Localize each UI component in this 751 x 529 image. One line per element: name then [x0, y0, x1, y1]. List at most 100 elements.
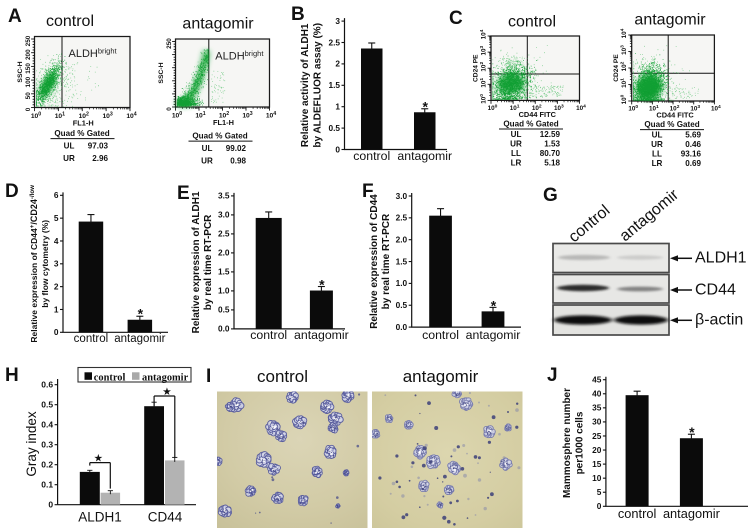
svg-text:1.5: 1.5: [396, 256, 408, 266]
svg-text:★: ★: [162, 386, 172, 398]
svg-text:★: ★: [94, 453, 104, 465]
svg-text:Quad % Gated: Quad % Gated: [192, 132, 247, 141]
svg-text:101: 101: [195, 111, 205, 120]
svg-text:UL: UL: [652, 131, 663, 140]
svg-text:1.5: 1.5: [218, 267, 230, 277]
svg-text:*: *: [138, 306, 144, 322]
svg-text:CD24 PE: CD24 PE: [613, 54, 620, 82]
svg-text:0.0: 0.0: [218, 324, 230, 334]
svg-text:Relative activity of ALDH1: Relative activity of ALDH1: [300, 23, 311, 147]
svg-text:CD24 PE: CD24 PE: [473, 54, 480, 82]
svg-text:3.0: 3.0: [218, 210, 230, 220]
svg-text:UR: UR: [651, 140, 663, 149]
svg-text:0.1: 0.1: [41, 480, 53, 490]
svg-text:control: control: [353, 149, 390, 163]
svg-text:104: 104: [576, 103, 586, 112]
svg-text:102: 102: [620, 61, 629, 71]
svg-text:UR: UR: [201, 156, 213, 165]
svg-text:2.0: 2.0: [218, 248, 230, 258]
svg-text:1: 1: [54, 304, 59, 314]
svg-text:100: 100: [31, 111, 41, 120]
svg-text:*: *: [319, 277, 325, 293]
svg-text:B: B: [291, 4, 305, 25]
svg-text:0.6: 0.6: [41, 380, 53, 390]
svg-text:100: 100: [628, 104, 638, 113]
svg-text:2.96: 2.96: [92, 154, 108, 163]
svg-text:CD44 FITC: CD44 FITC: [519, 110, 557, 119]
svg-text:0.3: 0.3: [41, 440, 53, 450]
svg-text:25: 25: [592, 431, 602, 441]
svg-text:0.5: 0.5: [396, 300, 408, 310]
svg-text:*: *: [491, 297, 497, 313]
svg-text:2.5: 2.5: [328, 37, 340, 47]
svg-text:103: 103: [554, 103, 564, 112]
svg-text:250: 250: [25, 35, 32, 46]
svg-text:150: 150: [25, 63, 32, 74]
svg-text:Relative expression of ALDH1: Relative expression of ALDH1: [191, 191, 202, 333]
svg-text:5.69: 5.69: [685, 131, 701, 140]
svg-text:97.03: 97.03: [88, 142, 109, 151]
svg-text:5: 5: [597, 487, 602, 497]
svg-text:100: 100: [620, 94, 629, 104]
svg-text:3: 3: [54, 259, 59, 269]
svg-text:101: 101: [620, 78, 629, 88]
svg-text:1.53: 1.53: [544, 140, 560, 149]
svg-text:I: I: [206, 366, 211, 387]
svg-text:0.4: 0.4: [41, 420, 53, 430]
svg-text:UL: UL: [64, 142, 75, 151]
svg-text:1: 1: [335, 102, 340, 112]
svg-text:E: E: [177, 183, 190, 204]
svg-text:104: 104: [479, 29, 488, 39]
svg-text:100: 100: [479, 94, 488, 104]
svg-text:ALDH1: ALDH1: [78, 510, 122, 525]
svg-text:*: *: [423, 98, 429, 114]
svg-text:12.59: 12.59: [540, 130, 561, 139]
svg-text:0: 0: [597, 501, 602, 511]
svg-text:2: 2: [335, 59, 340, 69]
svg-text:Quad % Gated: Quad % Gated: [503, 119, 558, 128]
svg-text:2: 2: [54, 281, 59, 291]
svg-text:101: 101: [649, 104, 659, 113]
svg-text:A: A: [8, 6, 22, 27]
svg-text:control: control: [94, 372, 126, 383]
svg-text:102: 102: [479, 62, 488, 72]
svg-text:40: 40: [592, 389, 602, 399]
svg-text:Quad % Gated: Quad % Gated: [644, 120, 699, 129]
svg-text:0.0: 0.0: [396, 322, 408, 332]
svg-text:15: 15: [592, 459, 602, 469]
svg-text:20: 20: [592, 445, 602, 455]
svg-text:101: 101: [510, 103, 520, 112]
svg-text:6: 6: [54, 190, 59, 200]
svg-text:antagomir: antagomir: [403, 367, 479, 386]
svg-text:J: J: [547, 365, 558, 386]
svg-text:UL: UL: [511, 130, 522, 139]
svg-text:LL: LL: [511, 149, 521, 158]
svg-text:0.98: 0.98: [230, 156, 246, 165]
svg-text:antagomir: antagomir: [634, 12, 706, 29]
svg-text:by ALDEFLUOR assay (%): by ALDEFLUOR assay (%): [313, 23, 324, 148]
svg-text:CD44: CD44: [695, 282, 736, 299]
svg-text:control: control: [422, 328, 459, 342]
svg-text:Relative expression of CD44: Relative expression of CD44: [369, 194, 380, 329]
svg-text:antagomir: antagomir: [466, 328, 521, 342]
svg-text:0: 0: [166, 107, 173, 111]
svg-text:0.5: 0.5: [41, 400, 53, 410]
svg-text:1.5: 1.5: [328, 80, 340, 90]
svg-text:0: 0: [25, 107, 32, 111]
svg-text:104: 104: [711, 104, 721, 113]
svg-text:2.0: 2.0: [396, 235, 408, 245]
svg-text:FL1-H: FL1-H: [213, 118, 234, 127]
svg-text:C: C: [449, 8, 463, 29]
svg-text:10: 10: [592, 473, 602, 483]
svg-text:80.70: 80.70: [540, 149, 561, 158]
svg-text:0.2: 0.2: [41, 460, 53, 470]
svg-text:104: 104: [126, 111, 136, 120]
svg-text:FL1-H: FL1-H: [73, 119, 94, 128]
svg-text:0: 0: [54, 327, 59, 337]
svg-text:250: 250: [166, 38, 173, 49]
svg-text:200: 200: [25, 49, 32, 60]
svg-text:F: F: [362, 181, 374, 202]
svg-text:0.5: 0.5: [218, 305, 230, 315]
svg-text:control: control: [46, 13, 94, 30]
svg-text:3: 3: [335, 16, 340, 26]
